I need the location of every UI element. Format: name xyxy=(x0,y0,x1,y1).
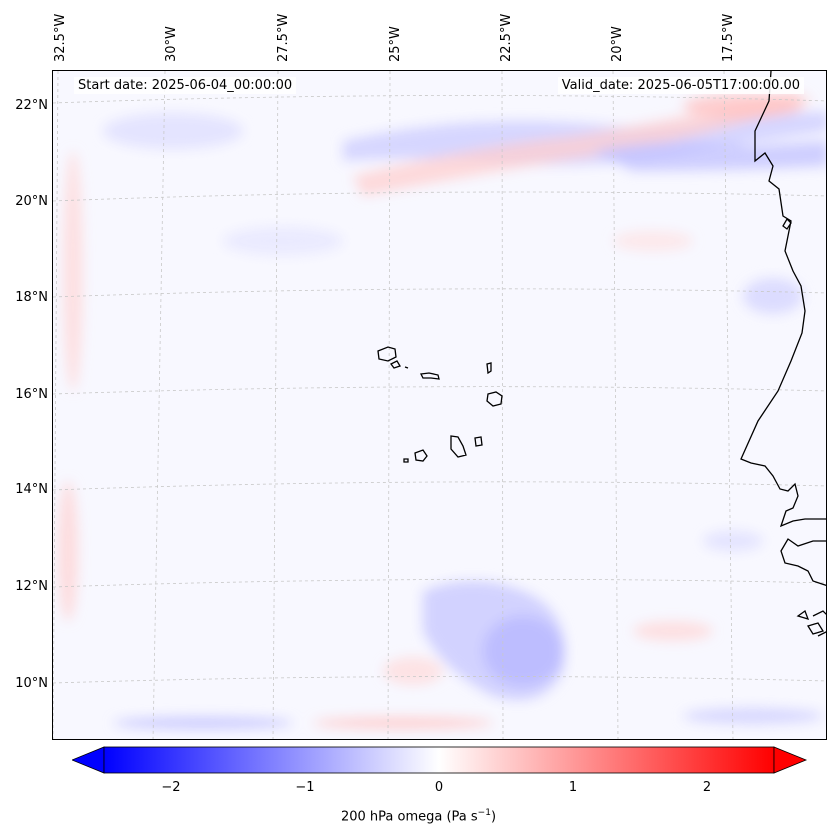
omega-negative-east xyxy=(743,278,803,314)
omega-negative-se xyxy=(703,531,763,551)
lon-label-22-5w: 22.5°W xyxy=(499,13,514,62)
omega-negative-se-band xyxy=(683,708,823,724)
lat-label-14n: 14°N xyxy=(15,482,48,497)
lat-label-18n: 18°N xyxy=(15,290,48,305)
africa-coast xyxy=(740,71,826,528)
africa-coast-south xyxy=(780,538,826,587)
colorbar-extend-right xyxy=(773,746,808,774)
lat-label-12n: 12°N xyxy=(15,579,48,594)
sao-nicolau-island xyxy=(420,372,440,380)
coastlines xyxy=(377,71,826,637)
omega-negative-sw-band xyxy=(113,717,293,729)
lon-label-25w: 25°W xyxy=(388,26,403,62)
lat-label-20n: 20°N xyxy=(15,194,48,209)
omega-contours xyxy=(58,91,826,729)
sao-vicente-island xyxy=(390,360,401,369)
brava-island xyxy=(403,458,409,463)
sal-island xyxy=(486,362,492,375)
omega-positive-s-band xyxy=(313,717,493,729)
boa-vista-island xyxy=(486,391,503,407)
lat-label-10n: 10°N xyxy=(15,676,48,691)
guinea-bissau-islands xyxy=(796,609,826,637)
colorbar-label-end: ) xyxy=(490,809,497,825)
lat-label-16n: 16°N xyxy=(15,387,48,402)
lon-label-20w: 20°W xyxy=(610,26,625,62)
santa-luzia-island xyxy=(404,366,409,369)
omega-positive-west-edge xyxy=(63,151,83,391)
omega-positive-south xyxy=(383,657,443,685)
lon-label-30w: 30°W xyxy=(164,26,179,62)
omega-negative-w xyxy=(223,227,343,255)
colorbar-tick-neg1: −1 xyxy=(295,780,315,795)
fogo-island xyxy=(414,449,428,462)
omega-field-map xyxy=(53,71,826,739)
maio-island xyxy=(474,436,483,447)
lon-label-27-5w: 27.5°W xyxy=(276,13,291,62)
map-panel[interactable]: Start date: 2025-06-04_00:00:00 Valid_da… xyxy=(52,70,827,740)
colorbar-label-main: 200 hPa omega (Pa s xyxy=(340,809,478,825)
lon-label-17-5w: 17.5°W xyxy=(721,13,736,62)
colorbar-extend-left xyxy=(72,746,105,774)
santo-antao-island xyxy=(377,346,397,362)
lon-label-32-5w: 32.5°W xyxy=(53,13,68,62)
colorbar-tick-0: 0 xyxy=(434,780,444,795)
colorbar-label-sup: −1 xyxy=(477,808,491,818)
omega-positive-south-2 xyxy=(633,621,713,641)
valid-date-label: Valid_date: 2025-06-05T17:00:00.00 xyxy=(557,77,804,94)
start-date-label: Start date: 2025-06-04_00:00:00 xyxy=(74,77,297,94)
omega-negative-nw xyxy=(103,113,243,149)
santiago-island xyxy=(450,435,467,458)
omega-positive-band-north xyxy=(353,91,813,196)
colorbar-label: 200 hPa omega (Pa s−1) xyxy=(0,808,837,824)
omega-positive-west-edge-2 xyxy=(58,481,78,621)
omega-positive-center xyxy=(613,231,693,251)
omega-negative-band-ne xyxy=(593,141,826,171)
colorbar-tick-neg2: −2 xyxy=(161,780,181,795)
colorbar-tick-2: 2 xyxy=(702,780,712,795)
graticule xyxy=(53,71,826,739)
colorbar-tick-1: 1 xyxy=(568,780,578,795)
senegal-small-isle xyxy=(782,217,792,230)
colorbar xyxy=(72,746,808,774)
lat-label-22n: 22°N xyxy=(15,98,48,113)
colorbar-bar xyxy=(103,746,775,774)
omega-positive-ne xyxy=(683,94,803,118)
omega-negative-south-2 xyxy=(483,616,563,686)
